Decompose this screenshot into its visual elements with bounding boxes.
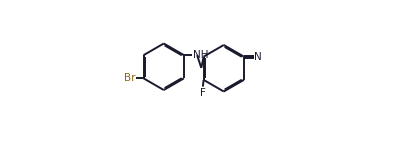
Text: NH: NH xyxy=(192,50,208,60)
Text: N: N xyxy=(254,52,262,62)
Text: Br: Br xyxy=(124,73,136,83)
Text: F: F xyxy=(200,88,206,98)
